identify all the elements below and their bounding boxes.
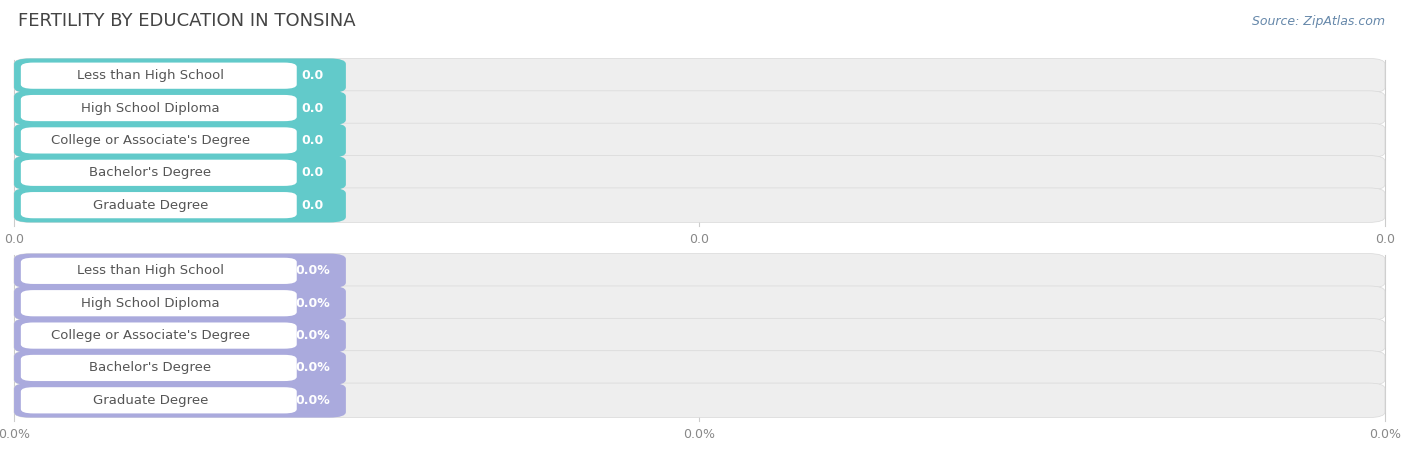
FancyBboxPatch shape (14, 254, 346, 288)
Text: FERTILITY BY EDUCATION IN TONSINA: FERTILITY BY EDUCATION IN TONSINA (18, 12, 356, 30)
Text: College or Associate's Degree: College or Associate's Degree (51, 329, 250, 342)
FancyBboxPatch shape (14, 318, 1385, 353)
Text: 0.0: 0.0 (301, 166, 323, 179)
FancyBboxPatch shape (14, 156, 1385, 190)
FancyBboxPatch shape (14, 351, 1385, 385)
FancyBboxPatch shape (21, 159, 297, 186)
FancyBboxPatch shape (21, 95, 297, 121)
FancyBboxPatch shape (14, 156, 346, 190)
Text: High School Diploma: High School Diploma (82, 297, 219, 310)
Text: 0.0: 0.0 (301, 134, 323, 147)
FancyBboxPatch shape (21, 355, 297, 381)
FancyBboxPatch shape (14, 286, 346, 320)
Text: 0.0%: 0.0% (295, 264, 330, 278)
Text: 0.0%: 0.0% (0, 428, 30, 441)
Text: 0.0: 0.0 (4, 233, 24, 246)
FancyBboxPatch shape (14, 383, 1385, 417)
Text: 0.0: 0.0 (1375, 233, 1395, 246)
FancyBboxPatch shape (14, 123, 1385, 158)
Text: 0.0: 0.0 (301, 198, 323, 212)
Text: Graduate Degree: Graduate Degree (93, 198, 208, 212)
Text: 0.0%: 0.0% (1369, 428, 1400, 441)
FancyBboxPatch shape (14, 59, 1385, 93)
FancyBboxPatch shape (14, 91, 1385, 125)
FancyBboxPatch shape (21, 387, 297, 414)
Text: Graduate Degree: Graduate Degree (93, 394, 208, 407)
Text: College or Associate's Degree: College or Associate's Degree (51, 134, 250, 147)
FancyBboxPatch shape (14, 123, 346, 158)
Text: 0.0%: 0.0% (295, 329, 330, 342)
Text: Bachelor's Degree: Bachelor's Degree (90, 361, 211, 375)
Text: Source: ZipAtlas.com: Source: ZipAtlas.com (1251, 15, 1385, 28)
FancyBboxPatch shape (21, 258, 297, 284)
FancyBboxPatch shape (14, 188, 1385, 222)
Text: 0.0%: 0.0% (683, 428, 716, 441)
FancyBboxPatch shape (14, 254, 1385, 288)
FancyBboxPatch shape (21, 290, 297, 317)
FancyBboxPatch shape (21, 62, 297, 89)
FancyBboxPatch shape (14, 286, 1385, 320)
Text: 0.0%: 0.0% (295, 361, 330, 375)
Text: 0.0%: 0.0% (295, 394, 330, 407)
FancyBboxPatch shape (14, 383, 346, 417)
Text: 0.0%: 0.0% (295, 297, 330, 310)
FancyBboxPatch shape (14, 188, 346, 222)
FancyBboxPatch shape (14, 91, 346, 125)
FancyBboxPatch shape (21, 192, 297, 218)
Text: Less than High School: Less than High School (77, 69, 224, 82)
Text: 0.0: 0.0 (301, 101, 323, 115)
FancyBboxPatch shape (14, 351, 346, 385)
FancyBboxPatch shape (14, 318, 346, 353)
Text: Less than High School: Less than High School (77, 264, 224, 278)
FancyBboxPatch shape (21, 127, 297, 154)
Text: 0.0: 0.0 (301, 69, 323, 82)
Text: High School Diploma: High School Diploma (82, 101, 219, 115)
Text: Bachelor's Degree: Bachelor's Degree (90, 166, 211, 179)
FancyBboxPatch shape (21, 322, 297, 349)
Text: 0.0: 0.0 (689, 233, 710, 246)
FancyBboxPatch shape (14, 59, 346, 93)
